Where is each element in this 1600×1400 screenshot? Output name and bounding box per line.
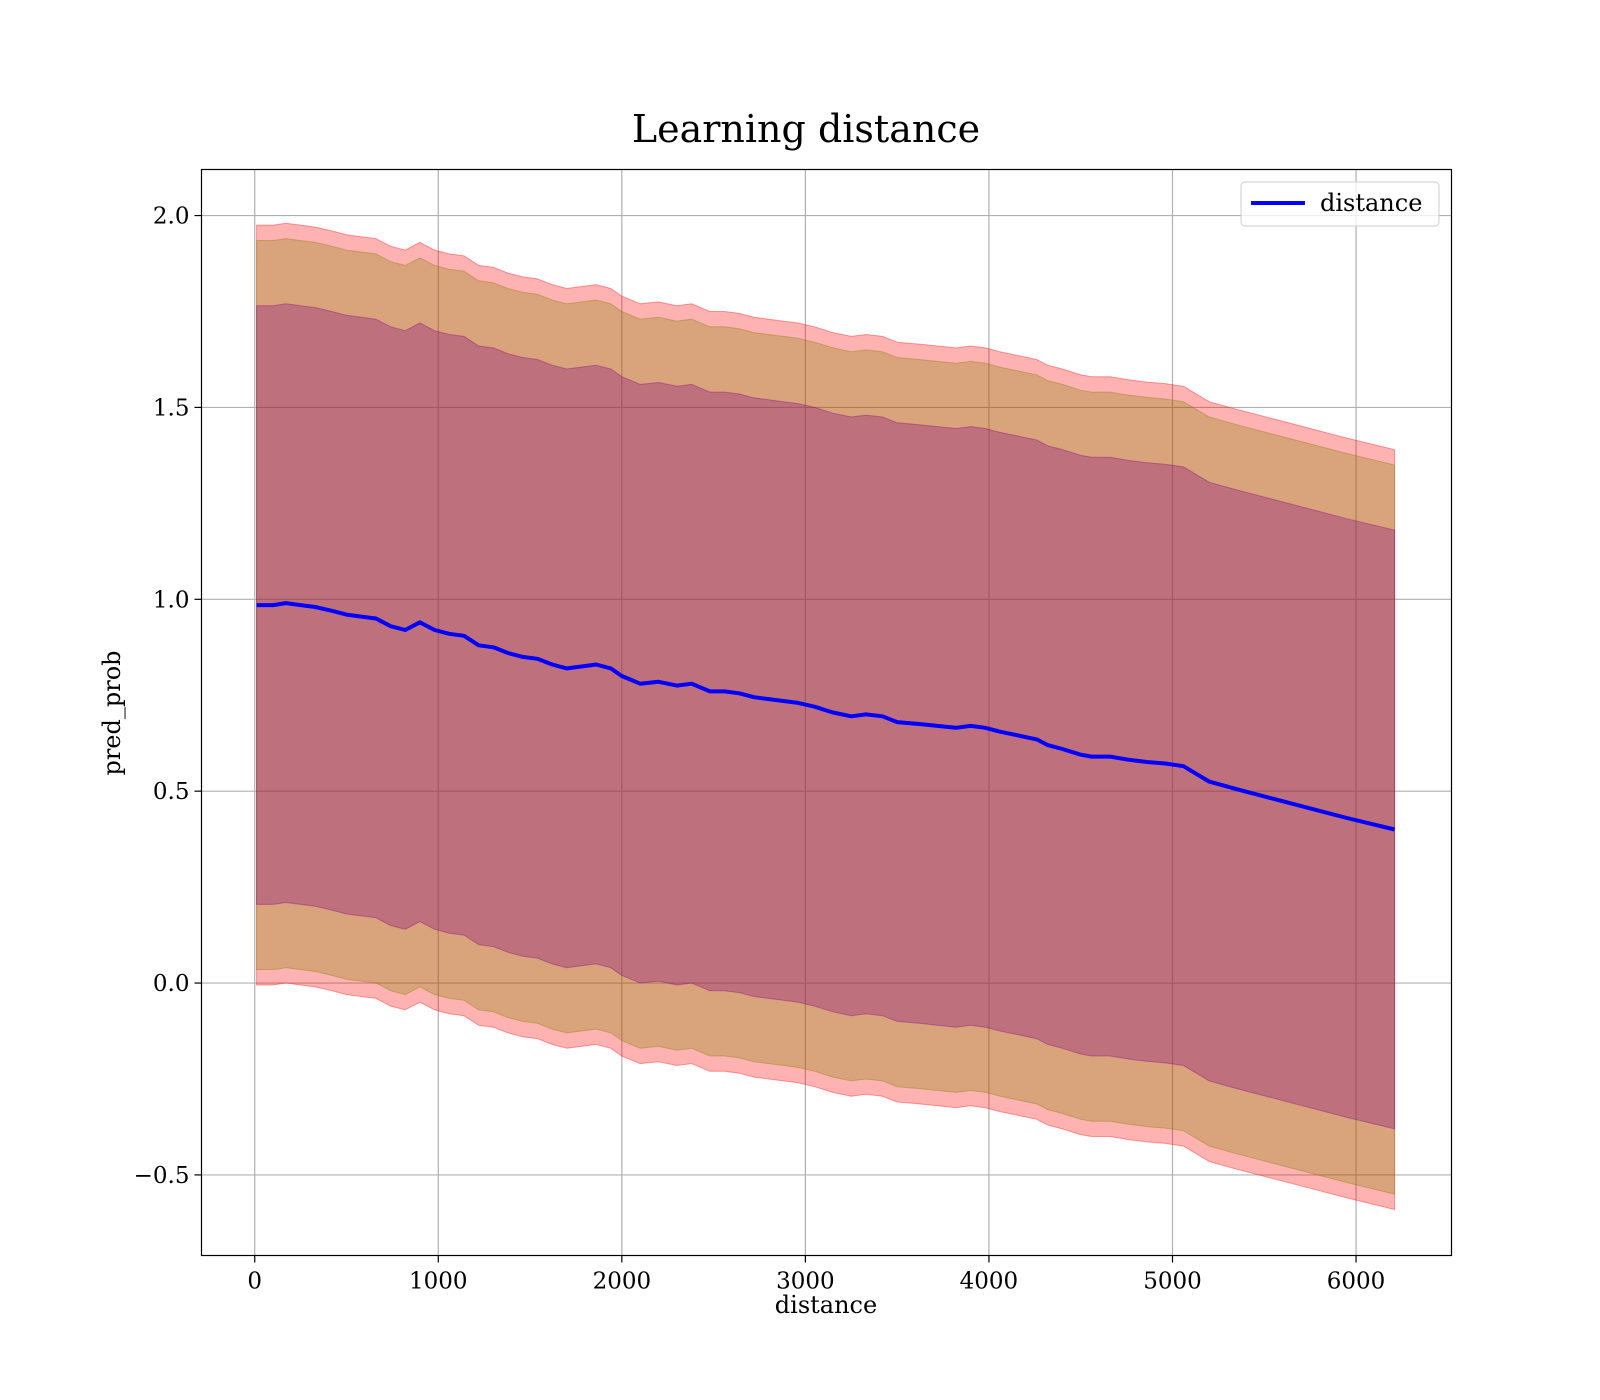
series-line-distance [256,601,1396,832]
x-axis-ticks: 0 1000 2000 3000 4000 5000 6000 [247,1255,1386,1295]
legend-box [1240,181,1440,227]
y-tick-label: −0.5 [134,1163,190,1189]
x-tick-label: 5000 [1143,1269,1202,1295]
plot-frame [200,168,1453,1257]
band-inner [256,303,1396,1130]
x-tick-label: 6000 [1327,1269,1386,1295]
x-tick-label: 4000 [960,1269,1019,1295]
y-tick-label: 1.5 [153,395,190,421]
x-tick-label: 0 [247,1269,262,1295]
legend: distance [1240,181,1440,227]
band-middle [256,238,1396,1195]
legend-label: distance [1320,189,1422,217]
y-tick-label: 1.0 [153,587,190,613]
y-axis-label: pred_prob [98,650,126,775]
x-tick-label: 2000 [593,1269,652,1295]
series-lines [256,601,1396,832]
y-tick-label: 0.0 [153,971,190,997]
x-tick-label: 3000 [776,1269,835,1295]
x-axis-label: distance [775,1291,877,1319]
confidence-bands [256,222,1396,1211]
chart-title: Learning distance [632,107,980,151]
y-tick-label: 0.5 [153,779,190,805]
band-outer [256,222,1396,1211]
y-tick-label: 2.0 [153,204,190,230]
x-tick-label: 1000 [409,1269,468,1295]
y-axis-ticks: −0.5 0.0 0.5 1.0 1.5 2.0 [134,204,202,1189]
